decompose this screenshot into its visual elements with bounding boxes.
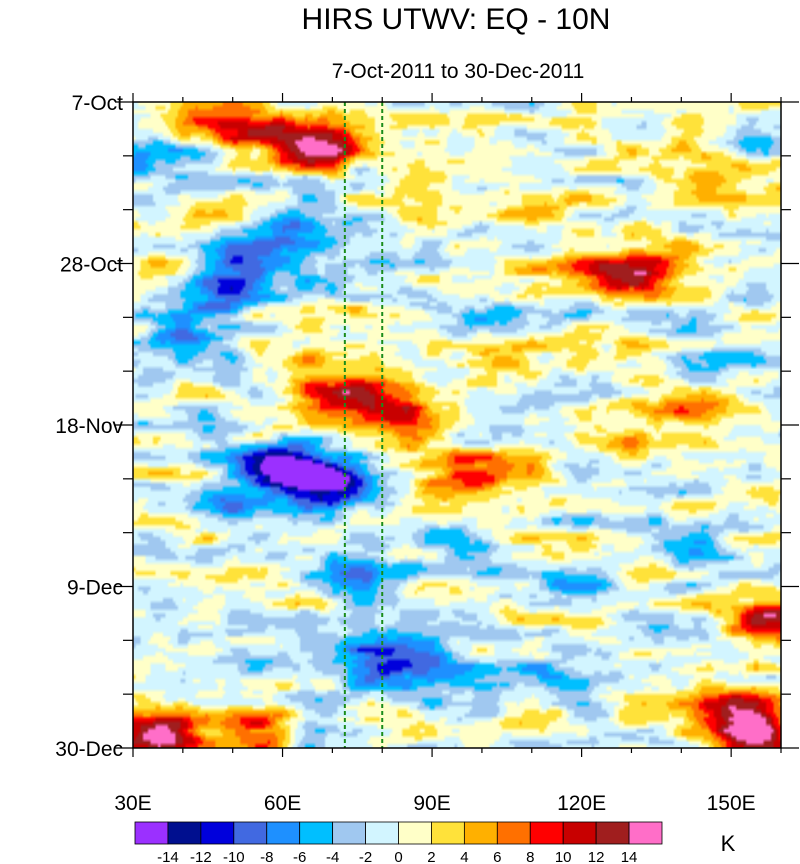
y-axis-labels: 7-Oct 28-Oct 18-Nov 9-Dec 30-Dec: [55, 92, 123, 761]
colorbar-swatch: [595, 821, 630, 845]
colorbar-label: 8: [526, 849, 534, 864]
heatmap-raster: [133, 102, 781, 748]
colorbar-label: -6: [293, 849, 306, 864]
colorbar-label: -2: [359, 849, 372, 864]
x-tick-label: 150E: [707, 792, 756, 815]
x-tick-label: 30E: [114, 792, 151, 815]
colorbar: [134, 821, 663, 845]
colorbar-swatch: [167, 821, 202, 845]
colorbar-label: 14: [621, 849, 638, 864]
colorbar-swatch: [266, 821, 301, 845]
colorbar-swatch: [496, 821, 531, 845]
colorbar-swatch: [529, 821, 564, 845]
colorbar-labels: -14 -12 -10 -8 -6 -4 -2 0 2 4 6 8 10 12 …: [157, 849, 637, 864]
colorbar-swatch: [233, 821, 268, 845]
plot-frame: [132, 101, 782, 749]
x-tick-label: 120E: [557, 792, 606, 815]
chart-title: HIRS UTWV: EQ - 10N: [302, 3, 611, 36]
colorbar-label: 4: [460, 849, 468, 864]
colorbar-label: -12: [190, 849, 212, 864]
x-tick-label: 90E: [413, 792, 450, 815]
axis-ticks: [115, 93, 799, 757]
colorbar-swatch: [365, 821, 399, 845]
colorbar-unit-label: K: [721, 831, 736, 856]
colorbar-label: 2: [427, 849, 435, 864]
colorbar-swatch: [134, 821, 169, 845]
colorbar-swatch: [628, 821, 663, 845]
y-tick-label: 9-Dec: [67, 577, 123, 600]
colorbar-label: -14: [157, 849, 179, 864]
colorbar-label: -8: [260, 849, 273, 864]
colorbar-label: 12: [588, 849, 605, 864]
colorbar-swatch: [431, 821, 465, 845]
y-tick-label: 30-Dec: [55, 738, 123, 761]
y-tick-label: 28-Oct: [60, 254, 123, 277]
y-tick-label: 18-Nov: [55, 415, 123, 438]
colorbar-label: -4: [326, 849, 339, 864]
colorbar-swatch: [398, 821, 432, 845]
colorbar-label: 0: [394, 849, 402, 864]
colorbar-swatch: [463, 821, 498, 845]
colorbar-swatch: [200, 821, 235, 845]
colorbar-label: 10: [555, 849, 572, 864]
heatmap-field: [133, 102, 781, 748]
colorbar-swatch: [562, 821, 597, 845]
reference-lines: [343, 102, 384, 748]
colorbar-label: -10: [223, 849, 245, 864]
colorbar-swatch: [332, 821, 366, 845]
colorbar-swatch: [299, 821, 334, 845]
x-axis-labels: 30E 60E 90E 120E 150E: [114, 792, 755, 815]
y-tick-label: 7-Oct: [72, 92, 124, 115]
x-tick-label: 60E: [264, 792, 301, 815]
colorbar-label: 6: [493, 849, 501, 864]
chart-subtitle: 7-Oct-2011 to 30-Dec-2011: [332, 60, 585, 83]
